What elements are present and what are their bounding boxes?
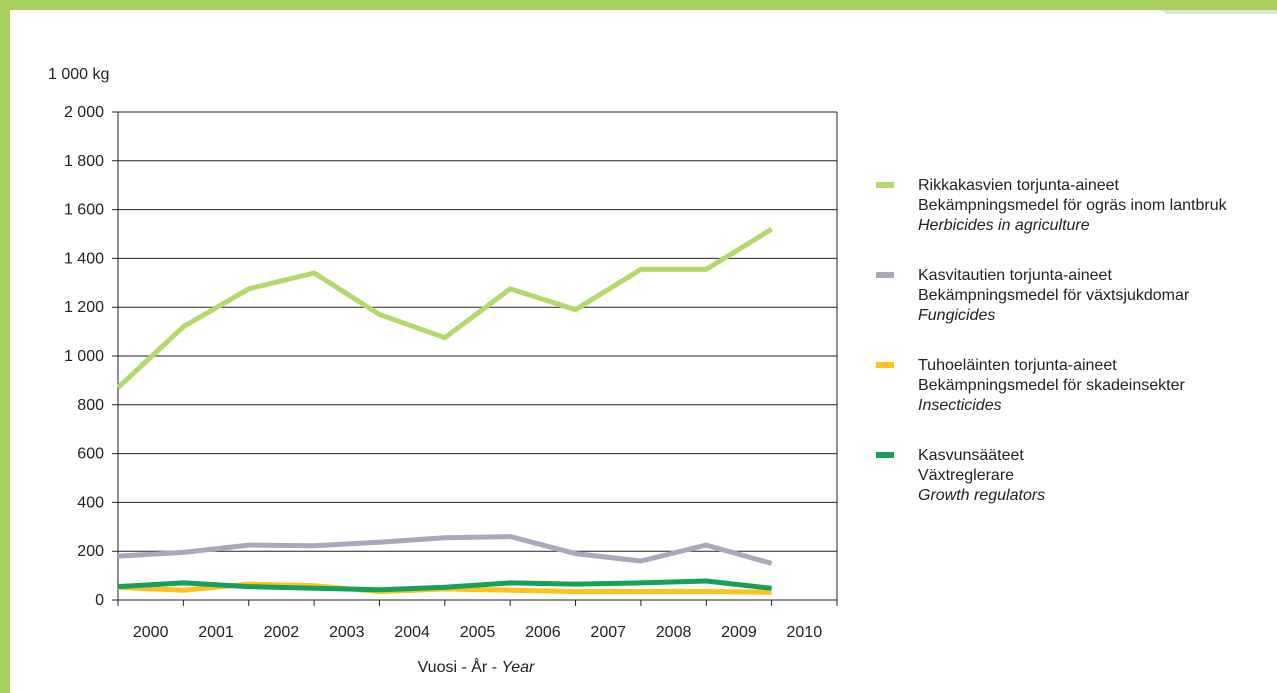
x-tick-label: 2001 [198,624,234,641]
x-axis-title-sv: År [471,657,488,676]
x-axis-title-sep-1: - [457,659,471,676]
frame-top-bar [0,0,1277,10]
series-line-fungicides [117,534,773,566]
chart-legend: Rikkakasvien torjunta-aineet Bekämpnings… [876,176,1271,536]
legend-label-sv: Bekämpningsmedel för ogräs inom lantbruk [918,197,1227,214]
x-tick-label: 2004 [394,624,430,641]
y-tick-label: 400 [77,494,104,511]
legend-swatch-growth-regulators [876,452,894,458]
x-axis-title-fi: Vuosi [418,659,457,676]
x-tick-label: 2003 [329,624,365,641]
x-tick-label: 2007 [590,624,626,641]
x-tick-label: 2009 [721,624,757,641]
y-tick-label: 800 [77,397,104,414]
x-tick-label: 2002 [264,624,300,641]
y-tick-label: 1 200 [64,299,104,316]
y-tick-label: 600 [77,446,104,463]
y-tick-label: 1 600 [64,202,104,219]
x-tick-label: 2000 [133,624,169,641]
x-tick-label: 2005 [460,624,496,641]
legend-item-growth-regulators: Kasvunsääteet Växtreglerare Growth regul… [876,446,1271,521]
plot-area: 0 200 400 600 800 1 000 1 200 1 400 1 600 1 800 2 … [64,104,838,641]
x-tick-label: 2008 [656,624,692,641]
legend-item-fungicides: Kasvitautien torjunta-aineet Bekämpnings… [876,266,1271,341]
legend-swatch-herbicides [876,182,894,188]
x-axis-title-sep-2: - [487,659,501,676]
y-tick-label: 2 000 [64,104,104,121]
legend-label-fi: Rikkakasvien torjunta-aineet [918,177,1119,194]
legend-label-sv: Växtreglerare [918,467,1015,484]
x-axis-title-en: Year [501,659,535,676]
legend-item-herbicides: Rikkakasvien torjunta-aineet Bekämpnings… [876,176,1271,251]
legend-label-sv: Bekämpningsmedel för växtsjukdomar [918,287,1190,304]
y-axis-unit-label: 1 000 kg [48,66,109,83]
y-tick-label: 0 [95,592,104,609]
legend-label-fi: Kasvitautien torjunta-aineet [918,267,1112,284]
y-tick-label: 1 400 [64,250,104,267]
legend-item-insecticides: Tuhoeläinten torjunta-aineet Bekämpnings… [876,356,1271,431]
legend-swatch-fungicides [876,272,894,278]
frame-left-bar [0,0,10,693]
y-tick-label: 1 000 [64,348,104,365]
legend-label-en: Insecticides [918,397,1002,414]
legend-label-fi: Kasvunsääteet [918,447,1024,464]
legend-label-en: Fungicides [918,307,996,324]
y-tick-label: 200 [77,543,104,560]
legend-label-en: Growth regulators [918,487,1046,504]
series-line-herbicides [116,226,773,390]
y-tick-label: 1 800 [64,153,104,170]
legend-label-fi: Tuhoeläinten torjunta-aineet [918,357,1117,374]
x-tick-label: 2010 [787,624,823,641]
x-tick-label: 2006 [525,624,561,641]
legend-label-en: Herbicides in agriculture [918,217,1090,234]
legend-swatch-insecticides [876,362,894,368]
x-axis-title: Vuosi - År - Year [418,657,535,676]
frame-corner-tab [1160,10,1277,14]
legend-label-sv: Bekämpningsmedel för skadeinsekter [918,377,1185,394]
